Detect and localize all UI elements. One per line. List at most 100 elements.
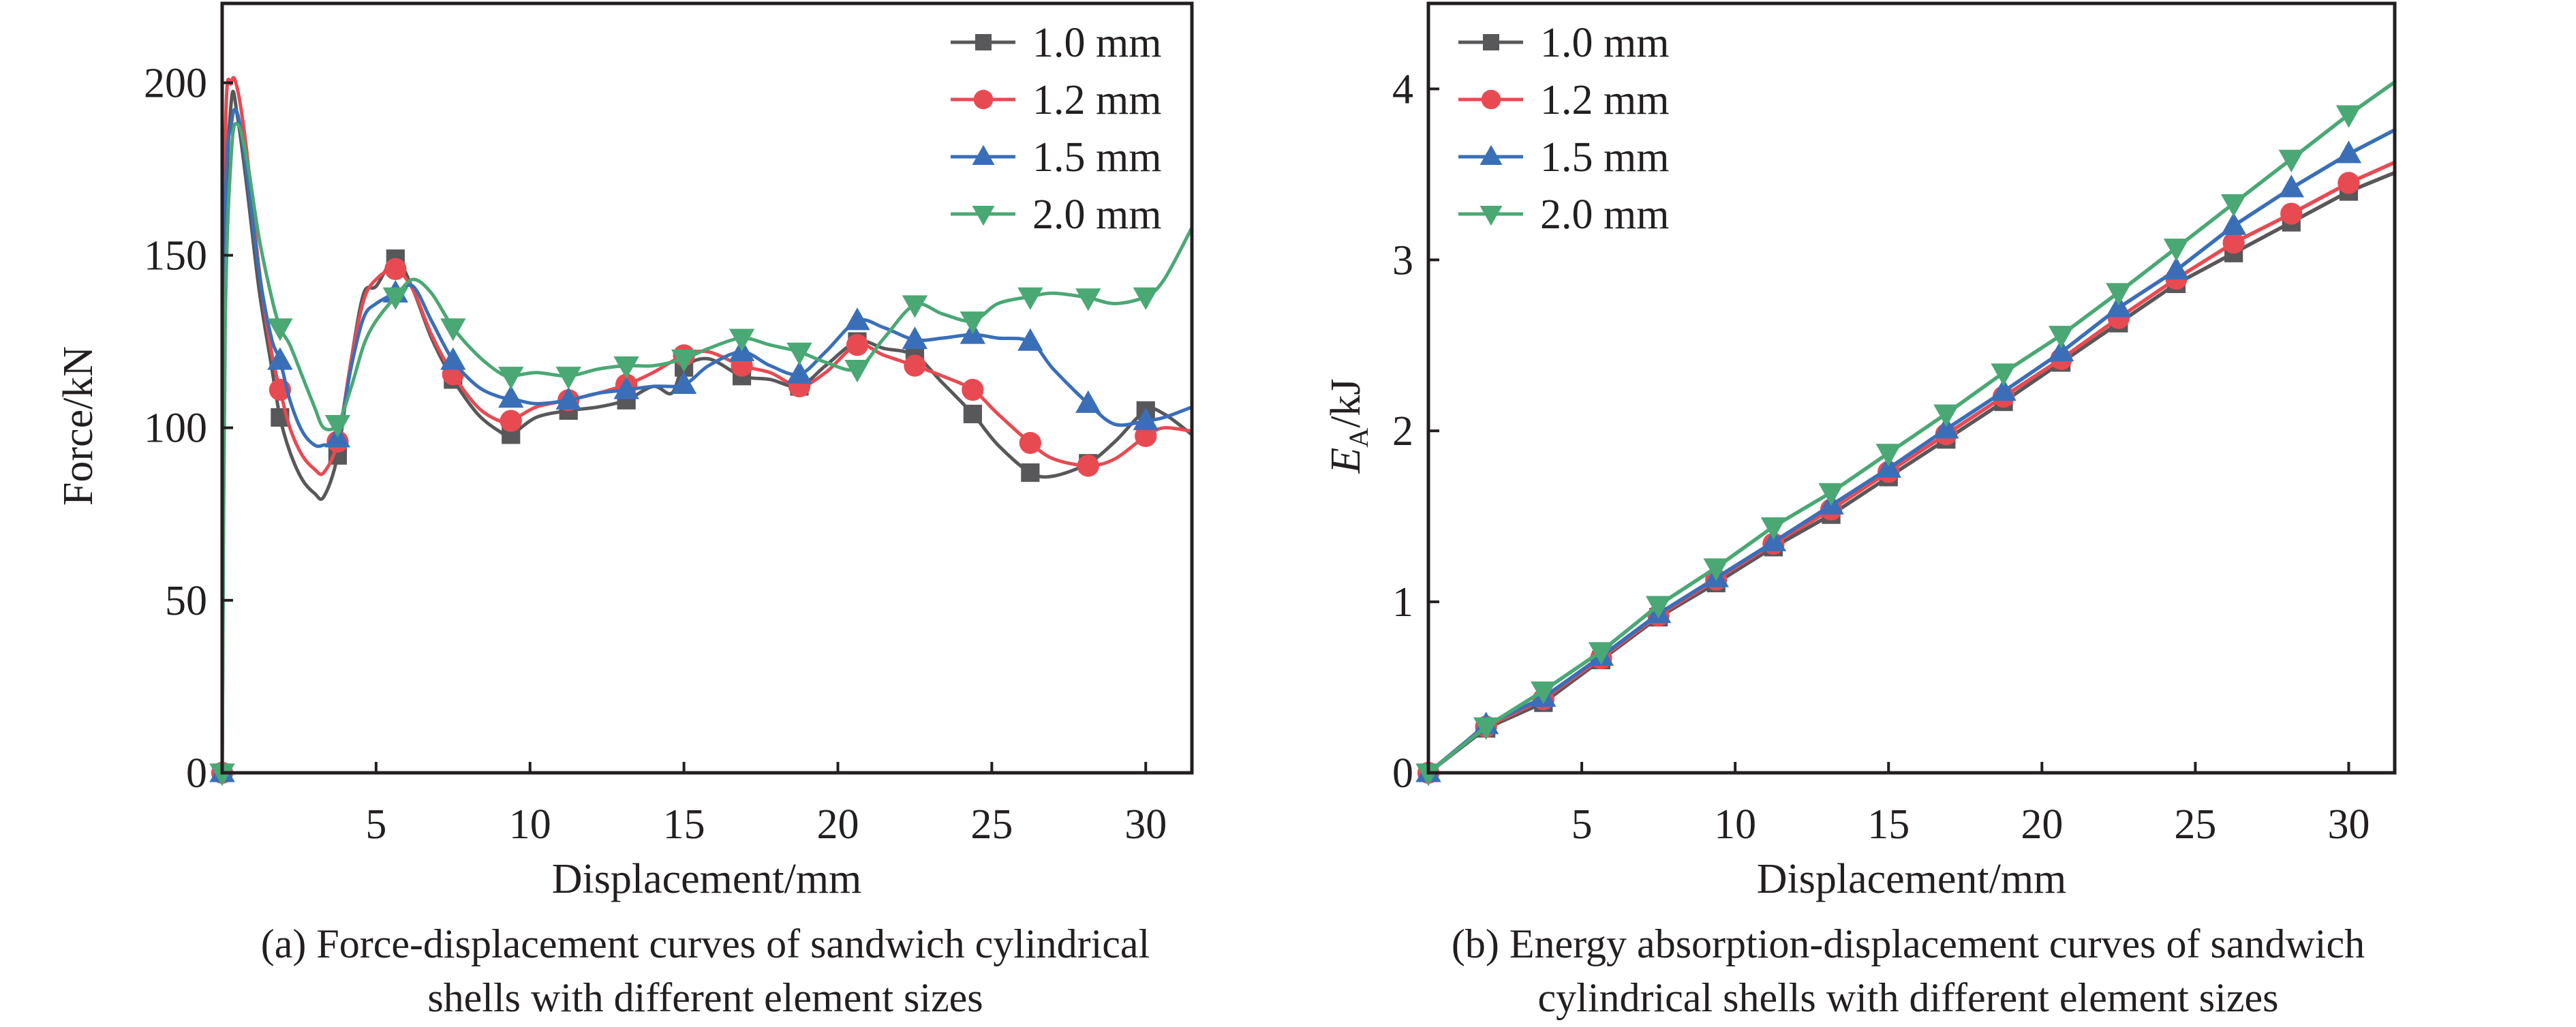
data-point-marker <box>2337 172 2360 194</box>
legend-marker-triangle-down-icon <box>1479 206 1503 226</box>
data-point-marker <box>960 311 986 335</box>
y-tick-label: 200 <box>144 60 207 106</box>
data-point-marker <box>902 326 928 350</box>
data-point-marker <box>2222 232 2245 254</box>
y-tick-label: 1 <box>1392 579 1413 626</box>
data-point-marker <box>1645 596 1672 619</box>
data-point-marker <box>1415 763 1441 786</box>
legend-item: 1.0 mm <box>1458 20 1669 66</box>
legend-marker-square-icon <box>1483 34 1499 50</box>
x-tick-label: 30 <box>2327 801 2370 848</box>
data-point-marker <box>267 318 293 341</box>
data-point-marker <box>1019 431 1041 455</box>
axes-frame <box>1426 1 2397 775</box>
legend-item: 1.2 mm <box>951 77 1161 123</box>
y-tick-label: 50 <box>165 578 207 624</box>
y-axis-title-sub: A <box>1343 428 1374 448</box>
x-tick-label: 30 <box>1124 801 1167 848</box>
legend-label: 1.2 mm <box>1032 77 1161 123</box>
data-point-marker <box>2163 239 2190 262</box>
x-tick-label: 10 <box>1714 801 1756 848</box>
data-point-marker <box>844 307 870 331</box>
data-point-marker <box>1818 482 1844 506</box>
data-point-marker <box>2220 212 2247 235</box>
legend-item: 1.5 mm <box>1458 134 1669 181</box>
data-point-marker <box>2278 174 2304 198</box>
data-point-marker <box>1075 288 1101 311</box>
data-point-marker <box>1875 455 1901 478</box>
axes-frame <box>220 1 1194 775</box>
legend-marker-triangle-up-icon <box>1479 144 1503 165</box>
data-point-marker <box>1760 528 1787 551</box>
x-tick-label: 25 <box>970 801 1013 848</box>
caption-line-1: (a) Force-displacement curves of sandwic… <box>261 921 1150 966</box>
data-point-marker <box>2280 202 2303 225</box>
series-1_2-mm <box>1417 160 2397 784</box>
legend-marker-circle-icon <box>1481 89 1501 110</box>
legend-marker-circle-icon <box>973 89 994 110</box>
y-tick-label: 2 <box>1392 408 1413 455</box>
data-point-marker <box>1760 517 1787 540</box>
data-point-marker <box>2106 294 2132 318</box>
caption-line-1: (b) Energy absorption-displacement curve… <box>1452 921 2365 966</box>
x-tick-label: 15 <box>1867 801 1910 848</box>
legend-item: 1.5 mm <box>951 134 1161 181</box>
x-tick-label: 5 <box>365 801 386 848</box>
x-tick-label: 5 <box>1571 801 1593 848</box>
data-point-marker <box>786 361 812 384</box>
data-point-marker <box>1875 444 1901 467</box>
data-point-marker <box>671 371 697 395</box>
x-axis-title: Displacement/mm <box>552 856 862 902</box>
x-tick-label: 15 <box>663 801 705 848</box>
x-tick-label: 10 <box>509 801 551 848</box>
data-point-marker <box>384 258 407 280</box>
legend-label: 2.0 mm <box>1032 191 1161 238</box>
series-line <box>1426 170 2397 775</box>
data-point-marker <box>209 763 235 786</box>
y-tick-label: 3 <box>1392 237 1413 283</box>
y-tick-label: 0 <box>186 750 207 797</box>
data-point-marker <box>1933 416 1959 439</box>
data-point-marker <box>962 378 984 401</box>
data-point-marker <box>2106 283 2132 306</box>
data-point-marker <box>1077 455 1099 477</box>
data-point-marker <box>2335 140 2362 164</box>
data-point-marker <box>2335 105 2362 128</box>
data-point-marker <box>729 328 755 352</box>
data-point-marker <box>1473 717 1499 740</box>
energy-absorption-chart: 5 10 15 20 25 30 0 1 2 3 4 Displacement/mm EA/kJ 1… <box>1323 1 2397 1020</box>
y-tick-label: 100 <box>144 405 207 452</box>
y-axis-title: Force/kN <box>55 346 102 506</box>
data-point-marker <box>613 356 639 380</box>
data-point-marker <box>1021 463 1040 482</box>
data-point-marker <box>613 376 639 399</box>
legend-label: 1.5 mm <box>1032 134 1161 181</box>
data-point-marker <box>2048 339 2074 362</box>
legend-label: 1.5 mm <box>1540 134 1669 181</box>
series-1_2-mm <box>211 76 1194 784</box>
series-2_0-mm <box>1415 80 2397 786</box>
plot-frame <box>220 1 1194 775</box>
series-line <box>1426 80 2397 775</box>
data-point-marker <box>324 415 351 438</box>
legend: 1.0 mm 1.2 mm 1.5 mm 2.0 mm <box>951 20 1161 238</box>
data-point-marker <box>1531 681 1557 705</box>
data-point-marker <box>1133 287 1159 310</box>
legend-label: 1.0 mm <box>1540 20 1669 66</box>
legend-marker-triangle-up-icon <box>972 144 995 165</box>
data-point-marker <box>440 318 466 341</box>
data-point-marker <box>2163 256 2190 279</box>
series-line <box>220 76 1194 775</box>
data-point-marker <box>498 385 524 408</box>
data-point-marker <box>786 342 812 365</box>
data-point-marker <box>267 347 293 370</box>
data-point-marker <box>1133 408 1159 431</box>
legend-item: 2.0 mm <box>1458 191 1669 238</box>
series-layer <box>209 76 1194 786</box>
data-point-marker <box>2278 149 2304 172</box>
plot-frame <box>1426 1 2397 775</box>
data-point-marker <box>1017 328 1043 351</box>
y-axis-title: EA/kJ <box>1323 378 1374 474</box>
legend-marker-triangle-down-icon <box>972 206 995 226</box>
